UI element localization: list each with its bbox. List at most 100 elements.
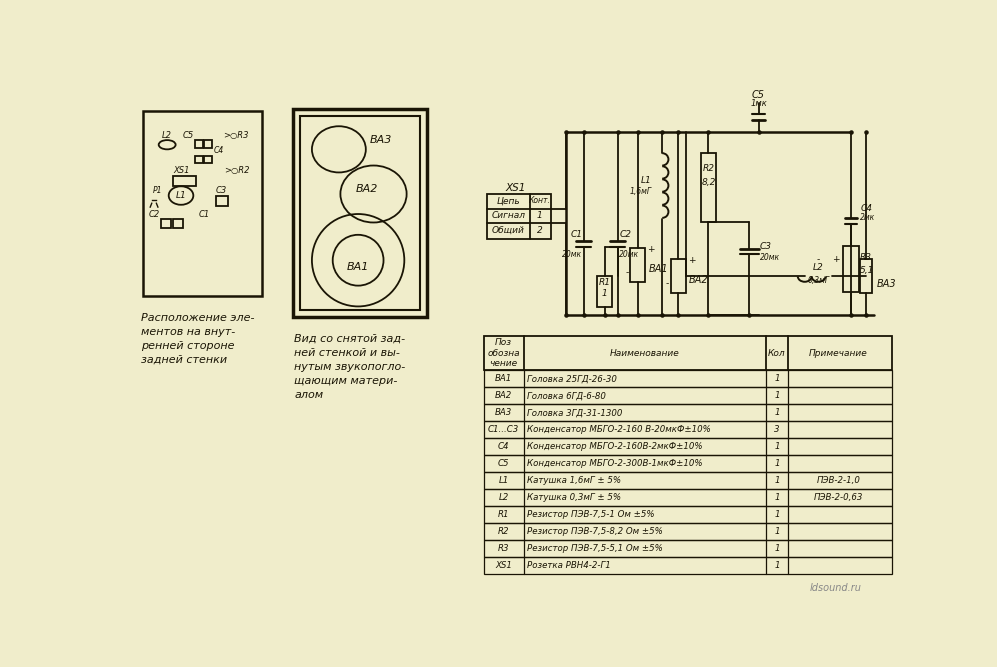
Text: Цепь: Цепь [497, 196, 520, 205]
Text: 8,2: 8,2 [701, 178, 716, 187]
Text: 1: 1 [775, 561, 780, 570]
Bar [484, 540, 891, 557]
Text: Кол: Кол [768, 349, 786, 358]
Text: Резистор ПЭВ-7,5-1 Ом ±5%: Резистор ПЭВ-7,5-1 Ом ±5% [526, 510, 654, 519]
Text: XS1: XS1 [496, 561, 512, 570]
Bar [671, 259, 686, 293]
Text: Конт.: Конт. [528, 196, 550, 205]
Bar [172, 219, 182, 228]
Text: +: + [831, 255, 839, 264]
Text: -: - [666, 279, 669, 289]
Text: 20мк: 20мк [619, 249, 639, 259]
Bar [215, 195, 228, 205]
Text: 2мк: 2мк [860, 213, 875, 222]
Text: ВА2: ВА2 [689, 275, 709, 285]
Text: Катушка 1,6мГ ± 5%: Катушка 1,6мГ ± 5% [526, 476, 621, 485]
Text: R3: R3 [860, 253, 872, 261]
Text: C4: C4 [860, 204, 872, 213]
Bar [299, 116, 421, 310]
Text: P1: P1 [153, 185, 162, 195]
Bar [484, 421, 891, 438]
Text: ВА2: ВА2 [496, 392, 512, 400]
Text: 1: 1 [775, 392, 780, 400]
Bar [860, 259, 872, 293]
Bar [143, 111, 262, 295]
Text: >○R3: >○R3 [223, 131, 249, 140]
Text: 1: 1 [775, 442, 780, 451]
Text: Головка 3ГД-31-1300: Головка 3ГД-31-1300 [526, 408, 622, 417]
Text: C1: C1 [570, 230, 582, 239]
Bar [161, 219, 171, 228]
Text: Поз
обозна
чение: Поз обозна чение [488, 338, 520, 368]
Bar [484, 388, 891, 404]
Text: 1: 1 [775, 510, 780, 519]
Bar [484, 404, 891, 421]
Text: ПЭВ-2-1,0: ПЭВ-2-1,0 [817, 476, 860, 485]
Bar [204, 140, 211, 148]
Text: 1: 1 [775, 408, 780, 417]
Bar [630, 248, 645, 281]
Text: C3: C3 [215, 185, 227, 195]
Text: R2: R2 [498, 527, 509, 536]
Text: Расположение эле-
ментов на внут-
ренней стороне
задней стенки: Расположение эле- ментов на внут- ренней… [141, 313, 254, 365]
Text: R1: R1 [598, 278, 610, 287]
Bar [293, 109, 428, 317]
Text: 1: 1 [775, 459, 780, 468]
Text: >○R2: >○R2 [224, 165, 249, 175]
Text: C3: C3 [760, 242, 772, 251]
Text: Конденсатор МБГО-2-300В-1мкФ±10%: Конденсатор МБГО-2-300В-1мкФ±10% [526, 459, 702, 468]
Text: Катушка 0,3мГ ± 5%: Катушка 0,3мГ ± 5% [526, 493, 621, 502]
Bar [843, 245, 858, 291]
Bar [194, 140, 202, 148]
Text: 20мк: 20мк [760, 253, 781, 261]
Text: R2: R2 [703, 164, 715, 173]
Bar [484, 506, 891, 523]
Text: ВА1: ВА1 [648, 263, 668, 273]
Text: 1: 1 [775, 527, 780, 536]
Text: 1мк: 1мк [750, 99, 767, 107]
Text: ВА3: ВА3 [496, 408, 512, 417]
Text: ldsound.ru: ldsound.ru [810, 583, 861, 593]
Bar [484, 336, 891, 370]
Text: Вид со снятой зад-
ней стенкой и вы-
нутым звукопогло-
щающим матери-
алом: Вид со снятой зад- ней стенкой и вы- нут… [294, 334, 406, 400]
Text: 1: 1 [775, 476, 780, 485]
Bar [484, 472, 891, 489]
Text: L2: L2 [163, 131, 172, 140]
Text: +: + [688, 257, 695, 265]
Text: Примечание: Примечание [810, 349, 868, 358]
Bar [484, 438, 891, 455]
Text: R1: R1 [498, 510, 509, 519]
Text: 1: 1 [775, 374, 780, 384]
Text: -: - [625, 268, 628, 277]
Text: Головка 6ГД-6-80: Головка 6ГД-6-80 [526, 392, 605, 400]
Bar [484, 489, 891, 506]
Text: 5,1: 5,1 [860, 265, 874, 275]
Text: 2: 2 [537, 225, 542, 235]
Text: C4: C4 [214, 146, 224, 155]
Text: ВА3: ВА3 [877, 279, 896, 289]
Text: C2: C2 [149, 209, 160, 219]
Text: 3: 3 [775, 425, 780, 434]
Text: L2: L2 [498, 493, 508, 502]
Bar [194, 155, 202, 163]
Text: C1: C1 [198, 209, 210, 219]
Text: С5: С5 [498, 459, 509, 468]
Bar [172, 175, 195, 185]
Bar [597, 276, 612, 307]
Text: Головка 25ГД-26-30: Головка 25ГД-26-30 [526, 374, 616, 384]
Text: XS1: XS1 [505, 183, 525, 193]
Text: Резистор ПЭВ-7,5-5,1 Ом ±5%: Резистор ПЭВ-7,5-5,1 Ом ±5% [526, 544, 663, 553]
Text: C5: C5 [752, 91, 765, 101]
Text: L1: L1 [498, 476, 508, 485]
Text: Розетка РВН4-2-Г1: Розетка РВН4-2-Г1 [526, 561, 610, 570]
Text: R3: R3 [498, 544, 509, 553]
Text: Конденсатор МБГО-2-160 В-20мкФ±10%: Конденсатор МБГО-2-160 В-20мкФ±10% [526, 425, 711, 434]
Text: XS1: XS1 [173, 165, 190, 175]
Text: 1: 1 [601, 289, 607, 298]
Text: L2: L2 [814, 263, 824, 271]
Bar [484, 557, 891, 574]
Bar [488, 194, 550, 239]
Bar [484, 370, 891, 388]
Bar [204, 155, 211, 163]
Text: 1: 1 [775, 493, 780, 502]
